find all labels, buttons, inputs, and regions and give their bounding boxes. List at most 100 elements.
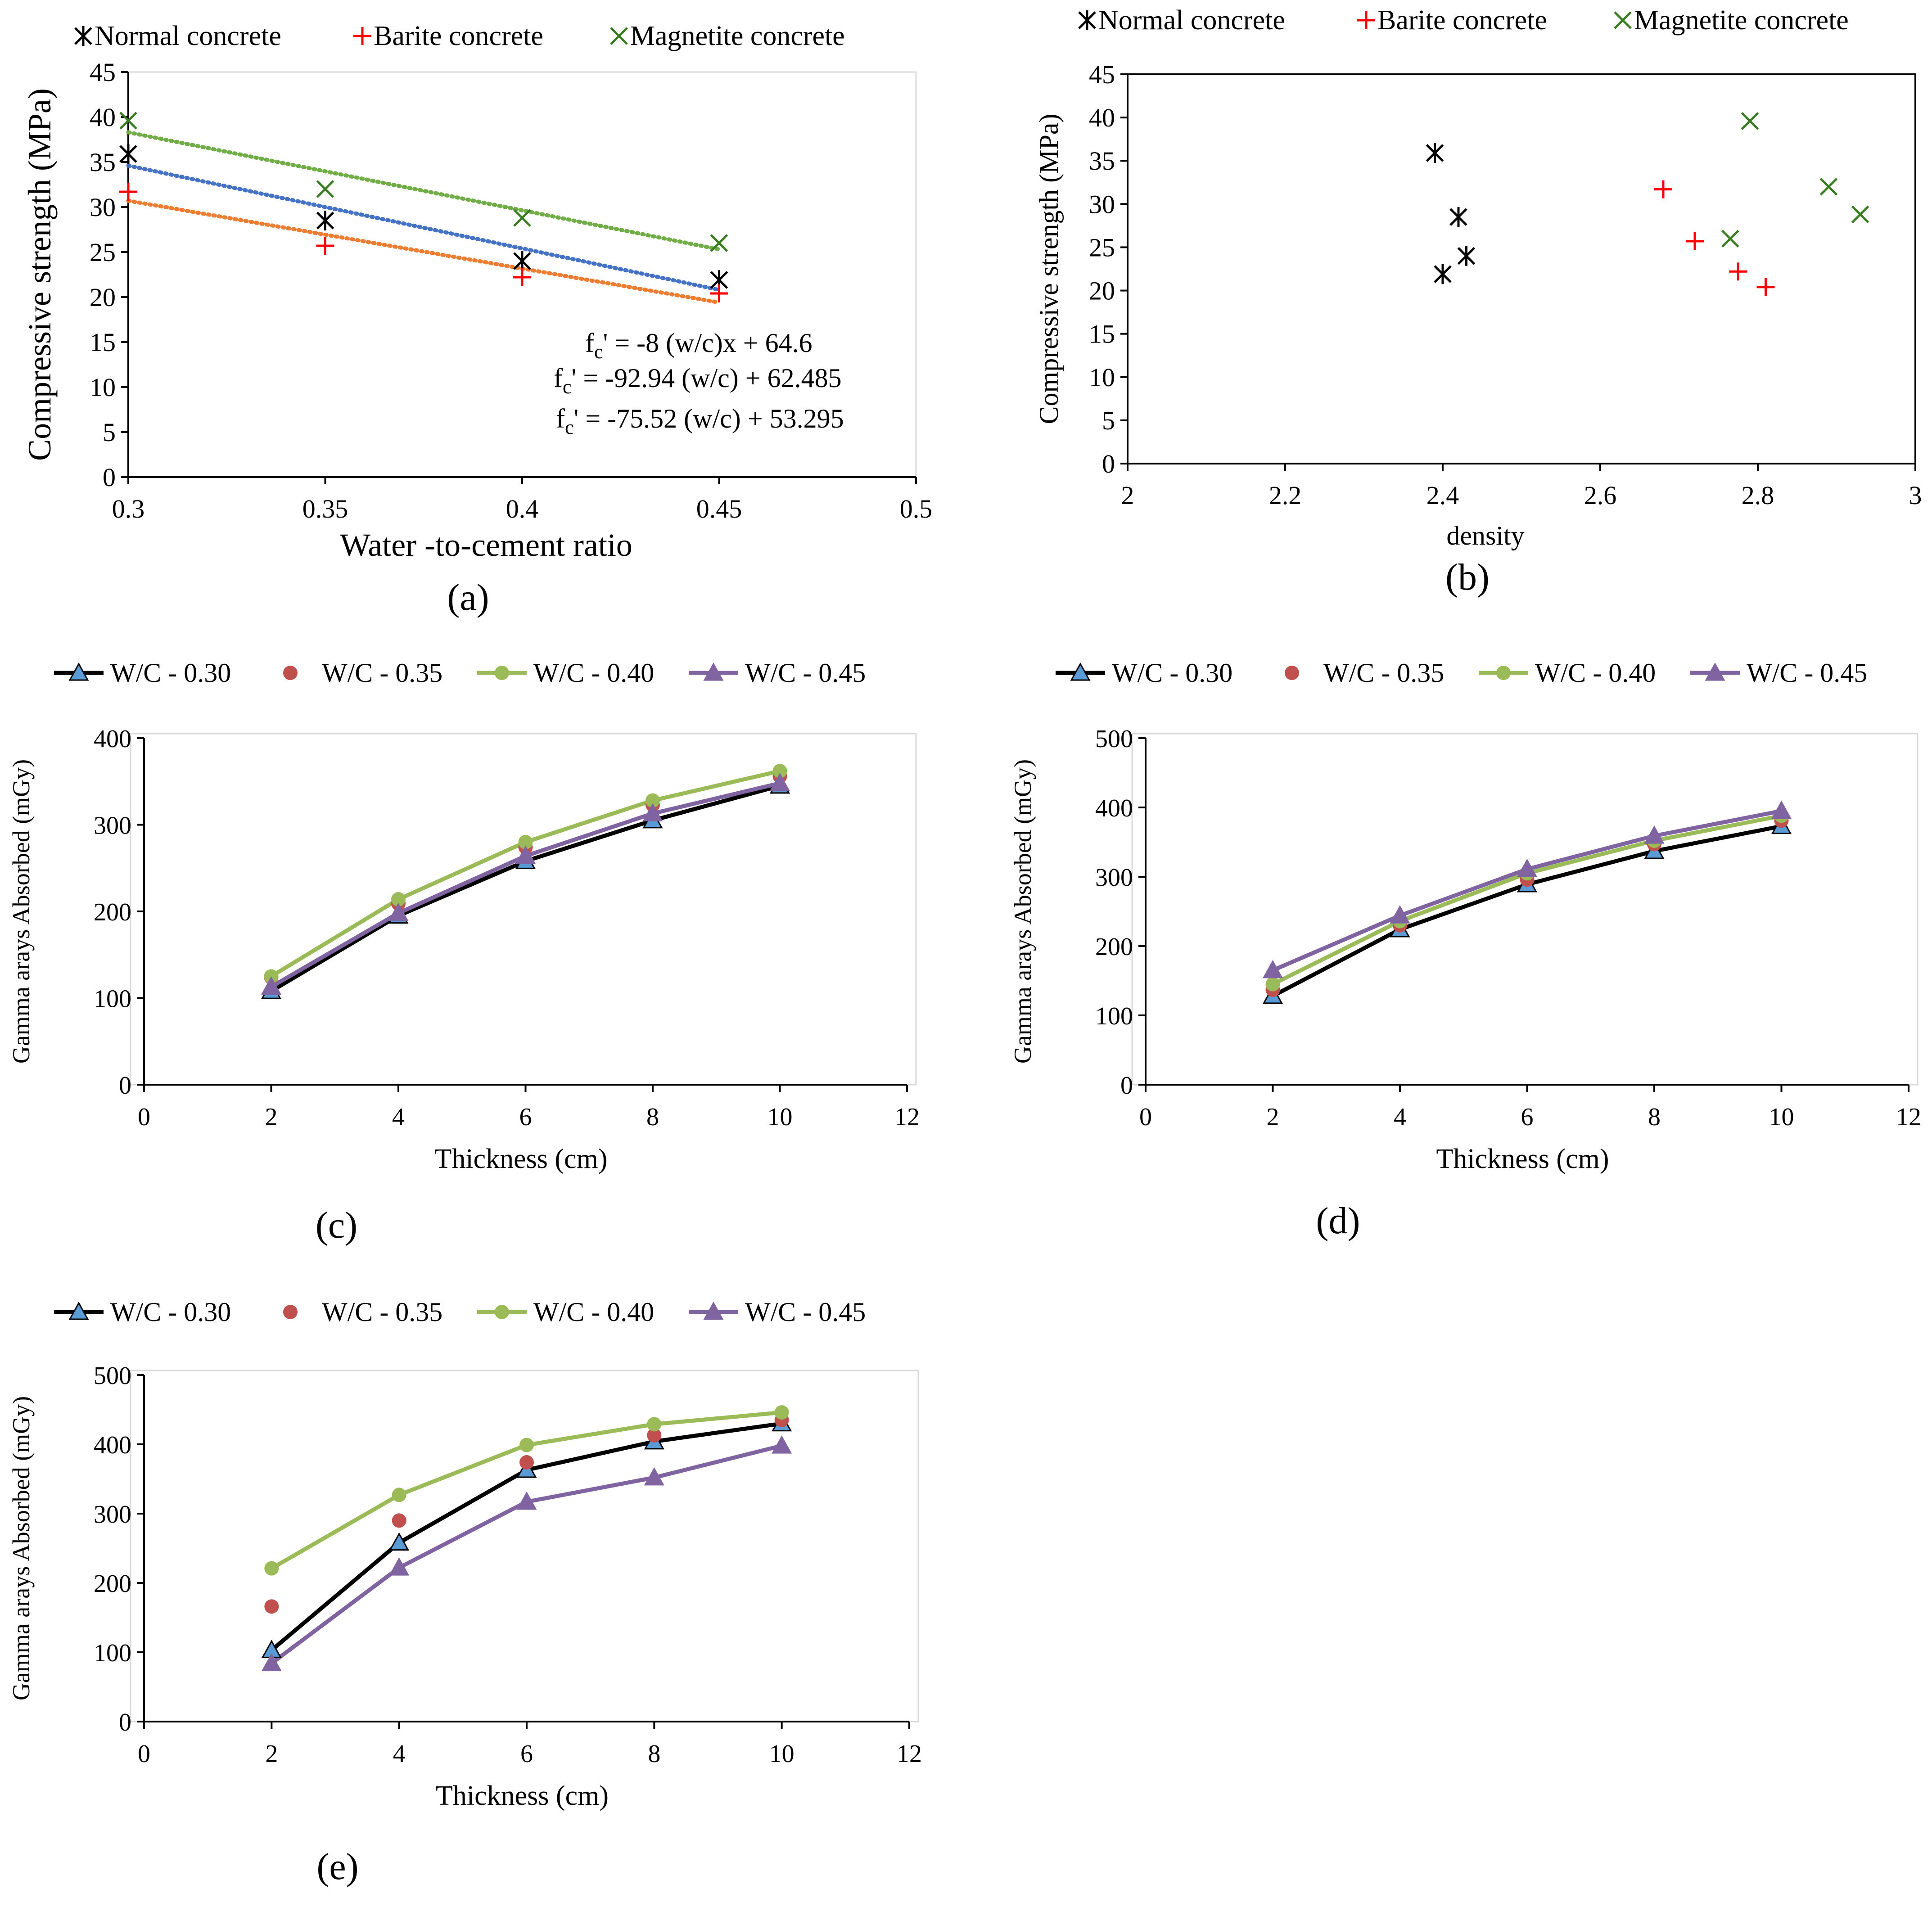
y-tick-label: 200 — [94, 1570, 131, 1598]
data-point-triangle — [1517, 858, 1538, 877]
x-tick-label: 2 — [265, 1103, 278, 1131]
y-tick-label: 5 — [1102, 406, 1115, 435]
panel-label: (c) — [316, 1204, 357, 1246]
data-point-circle — [392, 1513, 406, 1528]
data-point-circle — [264, 969, 279, 984]
data-point-asterisk — [1457, 246, 1476, 266]
legend-triangle-shape — [703, 1301, 724, 1320]
data-point-triangle-shape — [261, 1653, 282, 1672]
data-point-circle-shape — [392, 1513, 406, 1528]
data-point-triangle-shape — [644, 1467, 664, 1486]
x-tick-label: 2 — [1267, 1103, 1279, 1131]
data-point-plus — [1654, 180, 1672, 198]
y-tick-label: 10 — [1089, 363, 1115, 392]
legend-circle — [1496, 666, 1511, 680]
legend-triangle — [1705, 662, 1725, 681]
legend-marker-cross — [610, 27, 628, 45]
equation-subscript: c — [594, 341, 603, 363]
data-point-circle — [264, 1599, 279, 1614]
legend-circle-shape — [1285, 666, 1299, 680]
y-axis-title: Gamma arays Absorbed (mGy) — [8, 759, 35, 1064]
y-axis-title: Compressive strength (MPa) — [1034, 114, 1064, 424]
legend-circle-shape — [495, 666, 509, 680]
data-point-cross — [119, 112, 137, 130]
data-point-circle-shape — [1265, 977, 1280, 992]
y-tick-label: 100 — [94, 1639, 131, 1667]
legend-item-3: W/C - 0.45 — [689, 658, 866, 688]
data-point-triangle-shape — [515, 845, 536, 864]
legend-label: W/C - 0.30 — [110, 658, 231, 688]
legend-triangle-shape — [1070, 662, 1091, 681]
trend-equation: fc' = -8 (w/c)x + 64.6 — [585, 328, 813, 363]
trendline — [126, 130, 721, 252]
data-point-triangle — [642, 803, 663, 821]
legend-item-2: W/C - 0.40 — [1479, 658, 1656, 688]
data-point-cross — [1721, 230, 1739, 248]
data-point-triangle-shape — [772, 1435, 792, 1454]
legend-item-1: W/C - 0.35 — [283, 658, 442, 688]
y-tick-label: 300 — [94, 812, 131, 840]
data-point-triangle-shape — [1644, 825, 1665, 844]
data-point-triangle — [644, 1467, 664, 1486]
legend-item-1: W/C - 0.35 — [283, 1297, 442, 1327]
equation-symbol: f — [554, 363, 563, 393]
legend-circle — [283, 666, 298, 680]
data-point-circle-shape — [391, 892, 406, 907]
y-tick-label: 500 — [1095, 725, 1133, 753]
data-point-asterisk — [316, 211, 334, 230]
legend-item-1: W/C - 0.35 — [1285, 658, 1444, 688]
legend-label: W/C - 0.35 — [322, 1297, 442, 1327]
y-tick-label: 25 — [1089, 233, 1115, 262]
y-tick-label: 40 — [1089, 103, 1115, 132]
legend-label: Normal concrete — [1098, 5, 1285, 36]
legend-marker-cross-d2 — [1614, 11, 1632, 29]
legend-item-asterisk: Normal concrete — [1078, 5, 1285, 36]
x-tick-label: 3 — [1909, 481, 1922, 510]
data-point-triangle — [515, 845, 536, 864]
x-axis-title: Thickness (cm) — [435, 1144, 608, 1174]
y-tick-label: 35 — [90, 148, 116, 177]
data-point-asterisk — [1426, 143, 1444, 163]
legend: Normal concrete Barite concrete Magnetite … — [1078, 5, 1849, 36]
x-tick-label: 2.2 — [1269, 481, 1302, 510]
panel-label: (b) — [1445, 556, 1490, 598]
y-tick-label: 35 — [1089, 146, 1115, 176]
y-tick-label: 15 — [1089, 320, 1115, 349]
x-tick-label: 12 — [1896, 1103, 1921, 1131]
legend-label: W/C - 0.30 — [1112, 658, 1232, 688]
data-point-cross-d2 — [1819, 178, 1838, 196]
x-tick-label: 2.8 — [1742, 481, 1774, 510]
legend-circle-shape — [283, 666, 298, 680]
x-axis-title: Water -to-cement ratio — [340, 527, 632, 563]
data-point-plus — [316, 237, 334, 255]
equation-text: ' = -92.94 (w/c) + 62.485 — [572, 363, 842, 393]
y-tick-label: 30 — [90, 193, 116, 222]
x-tick-label: 6 — [520, 1740, 533, 1768]
data-point-triangle — [261, 1653, 282, 1672]
legend-circle-shape — [1496, 666, 1511, 680]
y-tick-label: 5 — [103, 418, 116, 447]
data-point-triangle — [1771, 800, 1792, 819]
legend-item-3: W/C - 0.45 — [689, 1297, 866, 1327]
y-tick-label: 45 — [90, 58, 116, 87]
y-tick-label: 20 — [1089, 276, 1115, 306]
data-point-circle-shape — [392, 1488, 406, 1502]
data-point-circle-shape — [519, 1455, 534, 1470]
data-point-cross-d2 — [513, 209, 531, 227]
data-point-plus — [1729, 262, 1747, 281]
legend-item-cross: Magnetite concrete — [1614, 5, 1849, 36]
legend-circle — [283, 1305, 298, 1319]
equation-subscript: c — [565, 416, 574, 438]
y-tick-label: 40 — [90, 103, 116, 132]
data-point-plus — [1756, 278, 1775, 296]
legend-item-2: W/C - 0.40 — [477, 1297, 654, 1327]
data-point-circle — [774, 1405, 789, 1420]
legend-item-plus: Barite concrete — [1357, 5, 1547, 36]
x-tick-label: 8 — [1648, 1103, 1661, 1131]
y-tick-label: 400 — [94, 725, 131, 753]
legend-label: W/C - 0.35 — [1323, 658, 1444, 688]
data-point-circle — [264, 1561, 279, 1576]
y-tick-label: 15 — [90, 328, 116, 357]
data-point-circle-shape — [264, 1561, 279, 1576]
